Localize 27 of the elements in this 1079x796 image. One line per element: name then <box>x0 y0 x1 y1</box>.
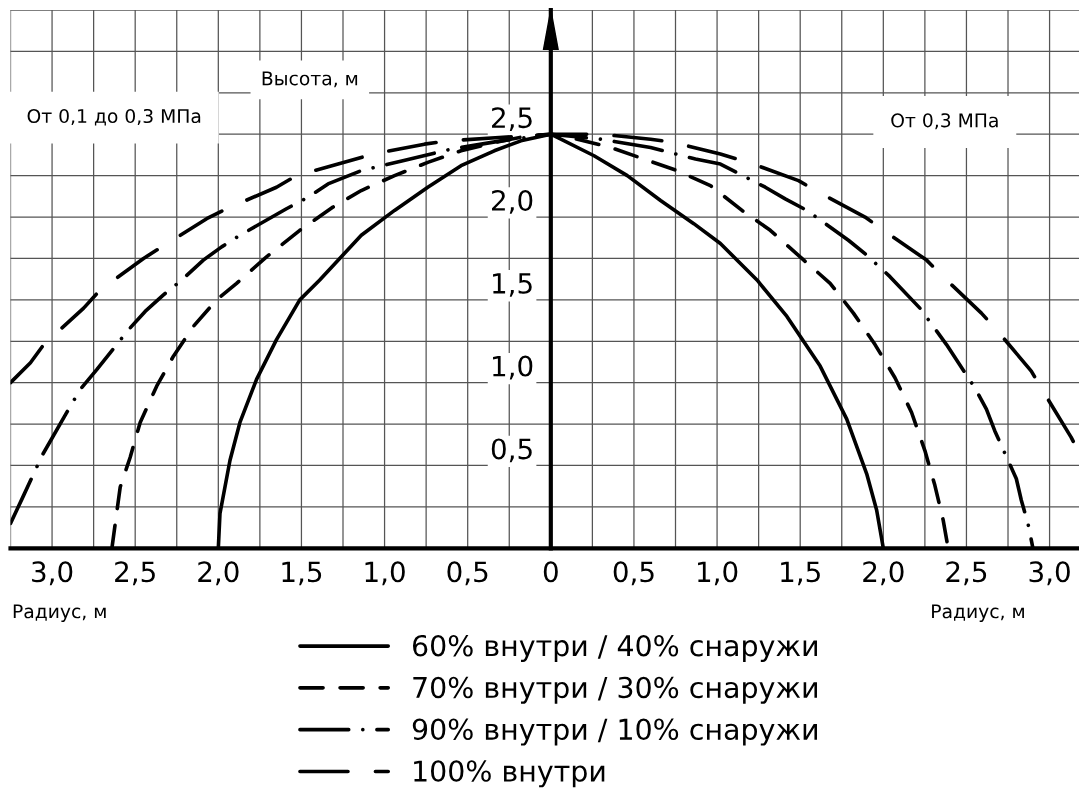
x-tick-label: 2,0 <box>198 561 239 586</box>
x-tick-label: 1,0 <box>365 561 405 586</box>
x-tick-label: 0,5 <box>613 561 654 586</box>
legend-label: 100% внутри <box>414 760 605 788</box>
y-tick-label: 2,5 <box>492 107 532 132</box>
x-tick-label: 1,5 <box>282 561 322 586</box>
x-tick-label: 2,0 <box>863 561 904 586</box>
y-axis-title: Высота, м <box>262 71 358 88</box>
x-tick-label: 3,0 <box>1029 561 1070 586</box>
x-tick-label: 0,5 <box>447 561 488 586</box>
x-tick-label: 3,0 <box>32 561 73 586</box>
annotation: От 0,3 МПа <box>891 113 998 130</box>
legend-label: 60% внутри / 40% снаружи <box>412 634 817 662</box>
legend-label: 90% внутри / 10% снаружи <box>412 718 817 746</box>
text: Радиус, м <box>932 604 1024 622</box>
x-axis-title: Радиус, м <box>13 604 106 622</box>
y-tick-label: 1,5 <box>493 273 532 297</box>
x-tick-label: 2,5 <box>115 561 155 586</box>
y-tick-label: 1,0 <box>493 355 533 380</box>
y-tick-label: 0,5 <box>491 438 532 463</box>
x-tick-label: 0 <box>543 561 558 583</box>
y-tick-label: 2,0 <box>492 189 533 214</box>
x-tick-label: 1,0 <box>698 561 738 586</box>
annotation: От 0,1 до 0,3 МПа <box>27 108 201 126</box>
x-tick-label: 1,5 <box>781 561 820 586</box>
x-tick-label: 2,5 <box>946 561 987 586</box>
legend-label: 70% внутри / 30% снаружи <box>413 676 817 704</box>
